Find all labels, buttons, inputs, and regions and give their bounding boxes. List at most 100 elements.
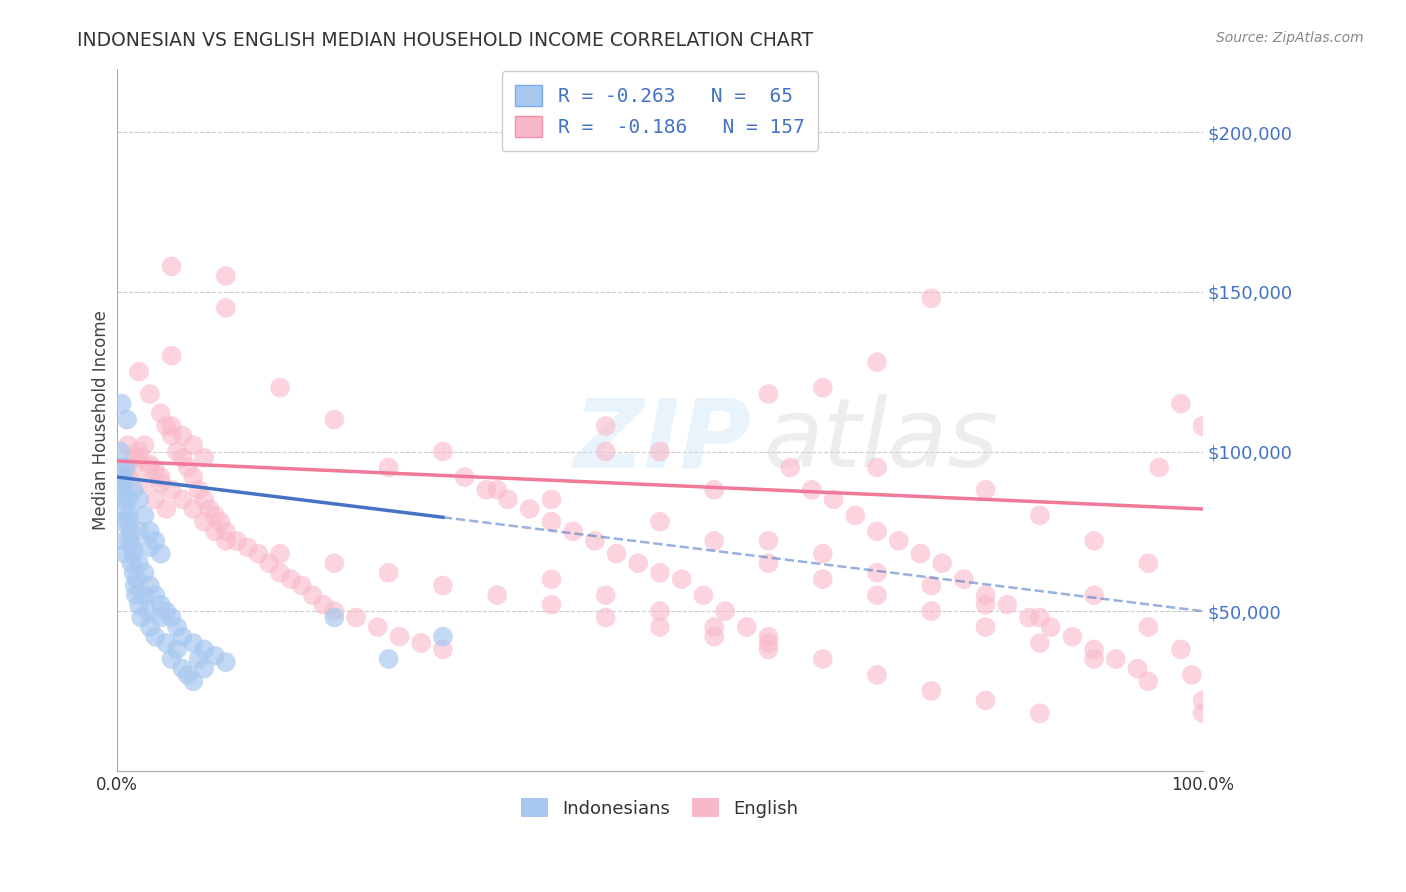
Point: [844, 508, 866, 523]
Point: [198, 502, 221, 516]
Point: [995, 598, 1018, 612]
Point: [269, 547, 291, 561]
Point: [128, 365, 150, 379]
Point: [134, 476, 156, 491]
Point: [692, 588, 714, 602]
Point: [648, 604, 671, 618]
Point: [155, 604, 177, 618]
Point: [1137, 674, 1160, 689]
Point: [155, 636, 177, 650]
Point: [323, 604, 346, 618]
Point: [134, 438, 156, 452]
Point: [344, 610, 367, 624]
Point: [453, 470, 475, 484]
Point: [149, 598, 172, 612]
Point: [166, 620, 188, 634]
Point: [1029, 706, 1052, 721]
Point: [122, 547, 145, 561]
Point: [128, 524, 150, 539]
Point: [122, 450, 145, 465]
Point: [496, 492, 519, 507]
Point: [291, 578, 314, 592]
Point: [181, 438, 204, 452]
Point: [121, 541, 143, 555]
Point: [1083, 533, 1105, 548]
Point: [160, 260, 183, 274]
Point: [540, 598, 562, 612]
Point: [1191, 693, 1213, 707]
Point: [128, 492, 150, 507]
Point: [166, 642, 188, 657]
Point: [115, 412, 138, 426]
Point: [215, 655, 238, 669]
Point: [139, 620, 162, 634]
Point: [187, 652, 209, 666]
Point: [953, 572, 976, 586]
Point: [1191, 419, 1213, 434]
Point: [1083, 642, 1105, 657]
Point: [125, 588, 148, 602]
Point: [172, 428, 194, 442]
Point: [931, 556, 953, 570]
Point: [193, 662, 215, 676]
Point: [117, 470, 139, 484]
Point: [920, 604, 942, 618]
Point: [1029, 610, 1052, 624]
Point: [247, 547, 270, 561]
Point: [866, 355, 889, 369]
Point: [583, 533, 606, 548]
Point: [811, 381, 834, 395]
Point: [160, 419, 183, 434]
Point: [974, 620, 997, 634]
Point: [540, 572, 562, 586]
Point: [193, 515, 215, 529]
Point: [377, 460, 399, 475]
Point: [122, 460, 145, 475]
Point: [280, 572, 302, 586]
Point: [160, 428, 183, 442]
Point: [143, 464, 166, 478]
Point: [974, 588, 997, 602]
Point: [118, 508, 141, 523]
Point: [257, 556, 280, 570]
Point: [181, 636, 204, 650]
Point: [1083, 652, 1105, 666]
Point: [114, 547, 136, 561]
Point: [125, 572, 148, 586]
Point: [323, 610, 346, 624]
Point: [367, 620, 389, 634]
Point: [703, 620, 725, 634]
Point: [595, 610, 617, 624]
Point: [139, 524, 162, 539]
Point: [181, 470, 204, 484]
Point: [1147, 460, 1170, 475]
Point: [388, 630, 411, 644]
Point: [1137, 556, 1160, 570]
Point: [269, 381, 291, 395]
Point: [866, 588, 889, 602]
Point: [111, 483, 134, 497]
Point: [129, 610, 152, 624]
Point: [215, 533, 238, 548]
Point: [134, 508, 156, 523]
Point: [139, 578, 162, 592]
Point: [149, 610, 172, 624]
Point: [117, 438, 139, 452]
Point: [627, 556, 650, 570]
Point: [432, 578, 454, 592]
Point: [486, 483, 509, 497]
Point: [758, 387, 780, 401]
Point: [1170, 642, 1192, 657]
Point: [120, 556, 142, 570]
Point: [124, 578, 146, 592]
Point: [486, 588, 509, 602]
Point: [1181, 668, 1204, 682]
Point: [117, 492, 139, 507]
Point: [595, 444, 617, 458]
Point: [432, 642, 454, 657]
Point: [172, 630, 194, 644]
Point: [758, 533, 780, 548]
Point: [120, 533, 142, 548]
Point: [225, 533, 247, 548]
Point: [139, 460, 162, 475]
